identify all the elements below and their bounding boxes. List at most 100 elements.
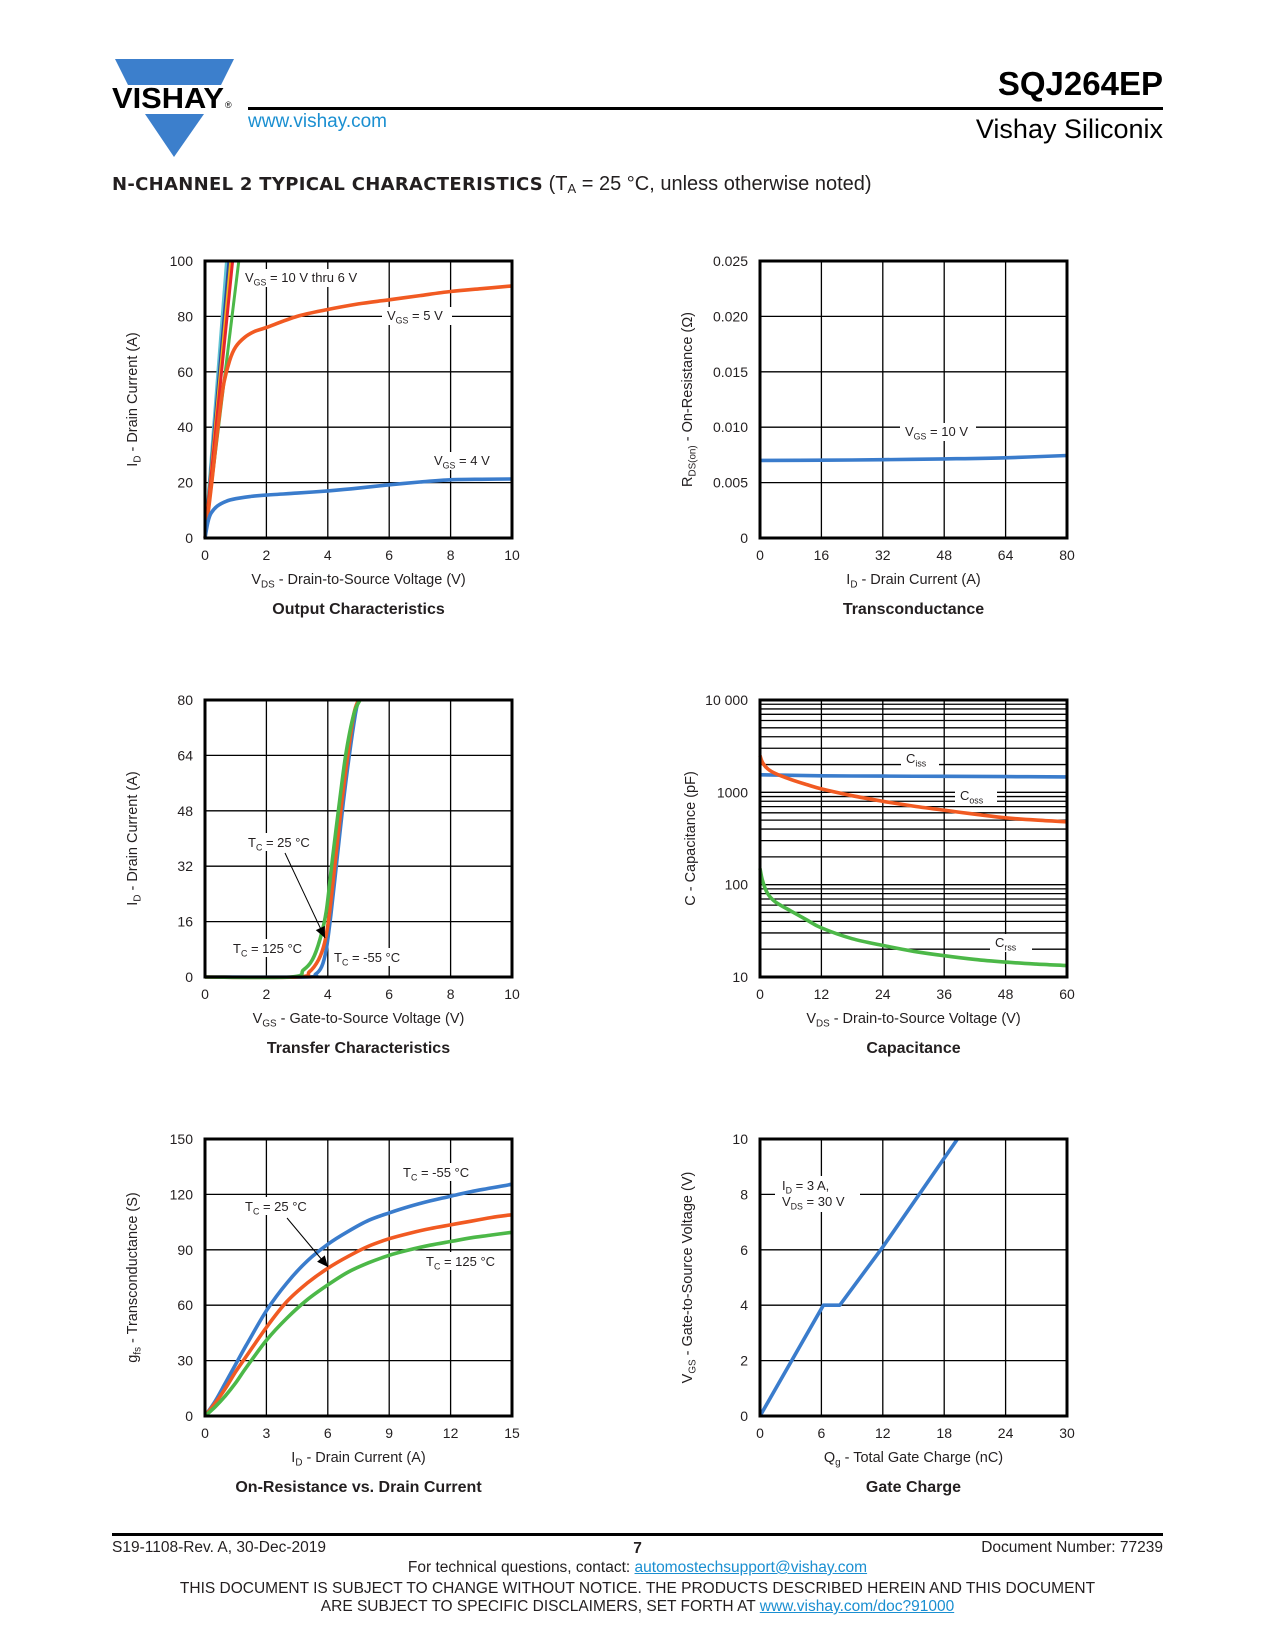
footer-disclaimer-link[interactable]: www.vishay.com/doc?91000 (759, 1598, 955, 1615)
annotation-backdrop (775, 1176, 860, 1212)
annotation-label: Crss (995, 935, 1017, 952)
y-axis-label: RDS(on) - On-Resistance (Ω) (680, 312, 699, 487)
logo-bottom-triangle (145, 114, 204, 157)
annotation-label: VDS = 30 V (782, 1194, 845, 1211)
x-tick-label: 10 (504, 986, 520, 1002)
x-axis-label-rest: - Drain-to-Source Voltage (V) (830, 1011, 1021, 1027)
website-link[interactable]: www.vishay.com (248, 111, 388, 132)
annotation-label-main: I (782, 1178, 786, 1193)
annotation-label: TC = 125 °C (233, 941, 302, 958)
y-tick-label: 0 (185, 1408, 193, 1424)
x-axis-label: ID - Drain Current (A) (291, 1450, 425, 1469)
x-axis-label-rest: - Drain-to-Source Voltage (V) (275, 572, 466, 588)
section-cond-prefix: (T (548, 173, 568, 195)
y-axis-label: gfs - Transconductance (S) (125, 1192, 144, 1363)
y-tick-label: 0 (185, 969, 193, 985)
series-line-vgs-4-v (203, 477, 513, 539)
annotation-label-sub: rss (1004, 942, 1016, 952)
annotation-label: TC = 25 °C (248, 835, 310, 852)
y-tick-label: 90 (177, 1242, 193, 1258)
logo-text: VISHAY (112, 83, 224, 115)
x-tick-label: 16 (814, 547, 830, 563)
y-tick-label: 120 (170, 1186, 194, 1202)
annotation-backdrop (229, 939, 305, 957)
annotation-label-rest: = 125 °C (440, 1254, 495, 1269)
x-axis-label-main: V (806, 1011, 816, 1027)
x-tick-label: 48 (998, 986, 1014, 1002)
y-tick-label: 0.005 (713, 475, 748, 491)
annotation-label-rest: = 4 V (455, 453, 490, 468)
annotation-label: Ciss (906, 751, 927, 768)
y-axis-label: VGS - Gate-to-Source Voltage (V) (680, 1172, 699, 1384)
y-tick-label: 30 (177, 1353, 193, 1369)
series-line-tc-55-c (203, 1182, 513, 1418)
x-axis-label: VGS - Gate-to-Source Voltage (V) (253, 1011, 465, 1030)
y-tick-label: 60 (177, 364, 193, 380)
y-tick-label: 1000 (717, 784, 748, 800)
y-axis-label-sub: D (133, 456, 144, 463)
annotation-label-sub: C (411, 1172, 418, 1182)
annotation-label-sub: DS (791, 1201, 803, 1211)
annotation-label: Coss (960, 788, 984, 805)
annotation-label-main: C (960, 788, 969, 803)
annotation-label-rest: = -55 °C (348, 950, 400, 965)
annotation-label-main: T (426, 1254, 434, 1269)
annotation-label-rest: = -55 °C (417, 1165, 469, 1180)
annotation-label: VGS = 10 V thru 6 V (245, 270, 357, 287)
footer-contact-email[interactable]: automostechsupport@vishay.com (634, 1559, 868, 1576)
plot-area (760, 700, 1067, 977)
y-tick-label: 0 (185, 530, 193, 546)
annotation-label-sub: GS (914, 431, 927, 441)
annotation-backdrop (241, 1197, 309, 1215)
y-tick-label: 32 (177, 858, 193, 874)
y-tick-label: 8 (740, 1186, 748, 1202)
plot-frame (758, 1137, 1069, 1418)
annotation-label: TC = 25 °C (245, 1199, 307, 1216)
x-tick-label: 30 (1059, 1425, 1075, 1441)
y-axis-label-main: I (125, 463, 141, 467)
y-tick-label: 10 (732, 969, 748, 985)
gridlines (760, 700, 1067, 977)
y-tick-label: 80 (177, 692, 193, 708)
annotation-label-rest: = 30 V (803, 1194, 845, 1209)
x-axis-label: VDS - Drain-to-Source Voltage (V) (806, 1011, 1020, 1030)
series-group (758, 1137, 959, 1417)
footer-disclaimer-line2: ARE SUBJECT TO SPECIFIC DISCLAIMERS, SET… (0, 1598, 1275, 1616)
annotation-label-main: T (233, 941, 241, 956)
footer-disclaimer-prefix: ARE SUBJECT TO SPECIFIC DISCLAIMERS, SET… (320, 1598, 760, 1615)
x-tick-label: 8 (447, 547, 455, 563)
part-number: SQJ264EP (997, 65, 1163, 102)
annotation-arrowhead (317, 1255, 328, 1267)
x-tick-label: 18 (936, 1425, 952, 1441)
x-tick-label: 64 (998, 547, 1014, 563)
annotation-label: ID = 3 A, (782, 1178, 829, 1195)
chart-title: Capacitance (866, 1040, 960, 1057)
chart-title: Transfer Characteristics (267, 1040, 450, 1057)
y-tick-label: 0.015 (713, 364, 748, 380)
annotation-backdrop (399, 1163, 473, 1181)
chart-title: Gate Charge (866, 1479, 961, 1496)
y-tick-label: 0.025 (713, 253, 748, 269)
plot-area (760, 261, 1067, 538)
section-cond-suffix: = 25 °C, unless otherwise noted) (576, 173, 872, 195)
series-line-vgs (758, 1137, 959, 1417)
y-axis-label-main: V (680, 1373, 696, 1383)
logo-registered-mark: ® (225, 100, 232, 110)
plot-frame (758, 698, 1069, 979)
series-line-coss (758, 755, 1068, 824)
annotation-label-sub: oss (969, 795, 983, 805)
y-axis-label-main: C - Capacitance (pF) (683, 771, 699, 906)
x-axis-label-main: I (291, 1450, 295, 1466)
x-axis-label-main: V (253, 1011, 263, 1027)
x-tick-label: 0 (201, 547, 209, 563)
x-axis-label-sub: D (850, 580, 857, 591)
x-tick-label: 8 (447, 986, 455, 1002)
y-axis-label-sub: fs (133, 1347, 144, 1355)
annotation-arrowhead (315, 925, 325, 938)
x-axis-label-rest: - Gate-to-Source Voltage (V) (277, 1011, 465, 1027)
x-tick-label: 6 (385, 547, 393, 563)
y-axis-label-sub: GS (688, 1359, 699, 1374)
x-tick-label: 0 (756, 986, 764, 1002)
